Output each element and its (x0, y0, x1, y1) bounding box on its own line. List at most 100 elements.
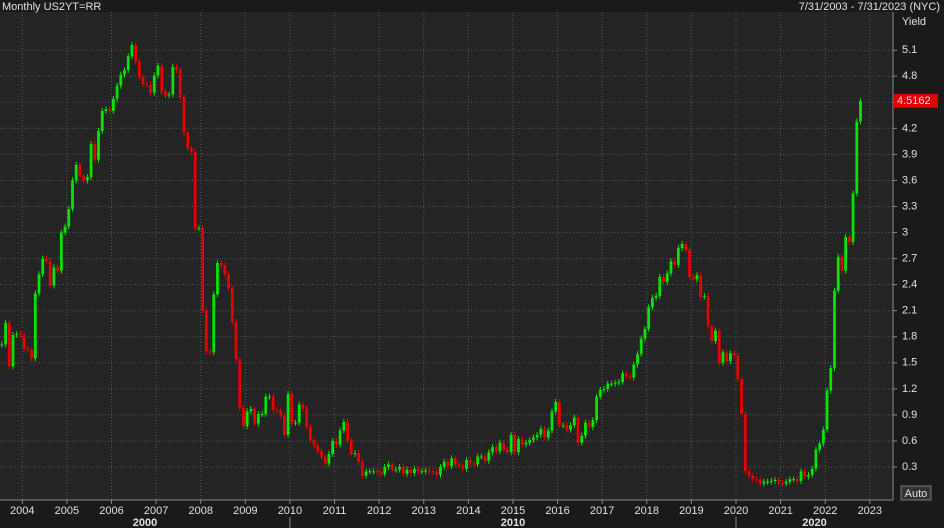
candle (468, 460, 472, 464)
candle (699, 275, 703, 297)
candle (115, 85, 119, 99)
auto-button[interactable] (900, 485, 932, 501)
candle (164, 91, 167, 96)
candle (0, 344, 4, 346)
candle (662, 276, 665, 283)
candle (844, 236, 848, 271)
y-tick-label: 3.9 (902, 148, 917, 160)
candle (204, 310, 208, 352)
candle (167, 94, 171, 96)
candle (134, 44, 138, 62)
candle (558, 401, 561, 426)
candle (424, 470, 428, 472)
candle (119, 74, 123, 86)
y-tick-label: 4.8 (902, 70, 917, 82)
candle (494, 447, 498, 452)
candle (126, 56, 130, 71)
candle (717, 330, 721, 363)
candle (517, 439, 520, 453)
candle (420, 471, 424, 473)
x-tick-label: 2020 (724, 505, 748, 517)
candle (766, 481, 769, 483)
candle (680, 243, 684, 249)
candle (491, 447, 494, 453)
candle (617, 381, 621, 383)
candle (11, 335, 15, 367)
candle (613, 382, 617, 384)
candle (781, 482, 784, 484)
candle (59, 232, 63, 271)
candle (130, 44, 134, 57)
candle (141, 77, 145, 85)
x-tick-label: 2015 (501, 505, 525, 517)
candle (100, 110, 104, 131)
candle (524, 442, 528, 445)
candle (836, 256, 840, 291)
candle (268, 396, 271, 398)
candle (297, 404, 301, 423)
candle (256, 414, 260, 424)
candle (282, 415, 286, 435)
candle (427, 470, 431, 472)
candle (569, 425, 572, 430)
candle (290, 394, 294, 423)
candle (338, 430, 342, 445)
candle (758, 480, 762, 484)
candle (673, 261, 677, 265)
candle (123, 70, 126, 75)
candle (375, 471, 379, 473)
x-group-label: 2020 (802, 517, 826, 528)
candle (669, 261, 673, 274)
candle (223, 265, 227, 275)
candle (777, 480, 781, 483)
candle (476, 456, 480, 465)
candle (554, 401, 558, 412)
candle (379, 472, 383, 474)
candle (584, 422, 587, 436)
candle (676, 248, 680, 265)
candle (636, 354, 639, 365)
x-tick-label: 2013 (412, 505, 436, 517)
candle (242, 407, 245, 427)
candle (654, 295, 658, 298)
candle (22, 335, 26, 349)
candle (453, 458, 457, 465)
candle (353, 453, 357, 455)
candle (818, 443, 822, 450)
x-tick-label: 2004 (10, 505, 34, 517)
candle (372, 471, 375, 473)
candle (327, 453, 331, 464)
y-tick-label: 1.2 (902, 383, 917, 395)
candle (450, 458, 454, 467)
candle (591, 420, 595, 428)
candle (684, 243, 688, 250)
candle (89, 143, 93, 177)
x-tick-label: 2010 (278, 505, 302, 517)
candle (702, 295, 706, 297)
candle (762, 481, 766, 484)
candle (190, 148, 193, 152)
candle (160, 65, 164, 92)
candle (546, 430, 550, 438)
candle (439, 467, 442, 475)
candle (387, 464, 390, 468)
candle (799, 471, 803, 481)
candle (792, 479, 795, 481)
y-tick-label: 0.3 (902, 461, 917, 473)
candle (632, 364, 636, 378)
candle (320, 451, 323, 457)
x-tick-label: 2012 (367, 505, 391, 517)
candle (628, 375, 632, 378)
candle (401, 467, 405, 474)
candle (535, 434, 539, 438)
candle (851, 193, 855, 243)
candle (323, 456, 327, 464)
candle (795, 479, 799, 481)
auto-button-label[interactable]: Auto (905, 488, 928, 500)
candle (502, 442, 506, 450)
candle (361, 461, 364, 476)
candle (253, 408, 257, 424)
candle (565, 425, 569, 430)
